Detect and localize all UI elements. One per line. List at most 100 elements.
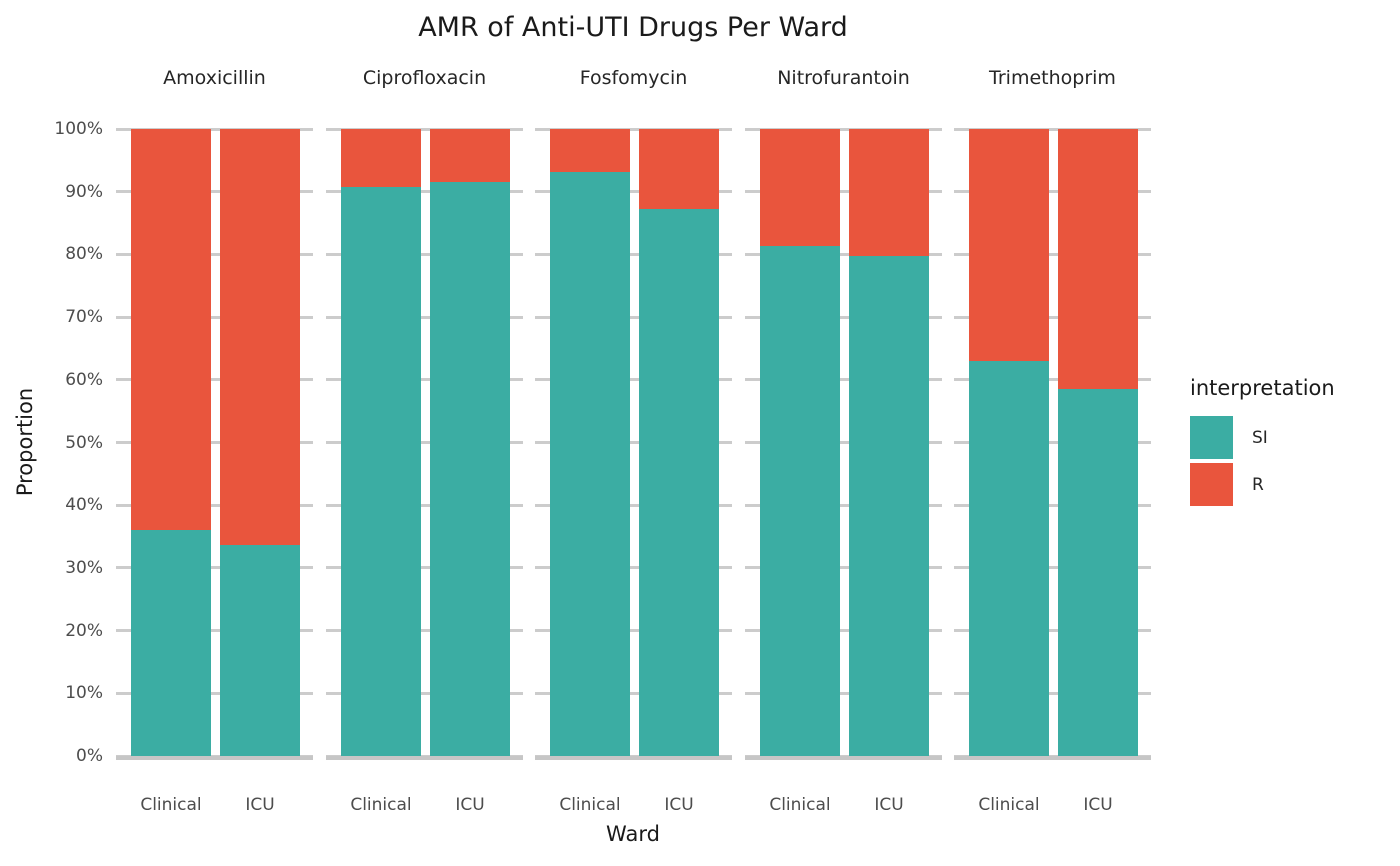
x-tick-label-clinical: Clinical <box>769 795 831 815</box>
segment-r <box>430 129 510 183</box>
axis-baseline <box>745 755 942 760</box>
y-tick-label-60pct: 60% <box>65 369 103 390</box>
y-tick-label-0pct: 0% <box>76 746 103 766</box>
gridline-80 <box>745 252 942 256</box>
y-tick-label-80pct: 80% <box>65 244 103 265</box>
legend-entries: SI R <box>1190 416 1335 506</box>
gridline-60 <box>745 378 942 382</box>
gridline-20 <box>954 629 1151 633</box>
gridline-40 <box>116 503 313 507</box>
gridline-70 <box>116 315 313 319</box>
segment-r <box>969 129 1049 361</box>
y-tick-label-20pct: 20% <box>65 620 103 641</box>
gridline-30 <box>326 566 523 570</box>
facet-panel-fosfomycin <box>535 127 732 760</box>
segment-si <box>849 255 929 756</box>
gridline-30 <box>116 566 313 570</box>
x-tick-label-icu: ICU <box>245 795 275 815</box>
bar-fosfomycin-clinical <box>550 129 630 756</box>
gridline-100 <box>326 127 523 131</box>
facet-panel-trimethoprim <box>954 127 1151 760</box>
facet-label-fosfomycin: Fosfomycin <box>579 67 688 89</box>
x-tick-label-icu: ICU <box>455 795 485 815</box>
y-tick-label-30pct: 30% <box>65 557 103 578</box>
gridline-30 <box>954 566 1151 570</box>
gridline-40 <box>954 503 1151 507</box>
facet-panel-ciprofloxacin <box>326 127 523 760</box>
y-tick-label-100pct: 100% <box>54 119 103 139</box>
gridline-20 <box>535 629 732 633</box>
y-tick-label-70pct: 70% <box>65 307 103 328</box>
legend-entry-si: SI <box>1190 416 1335 459</box>
segment-r <box>131 129 211 531</box>
gridline-90 <box>535 190 732 194</box>
gridline-20 <box>116 629 313 633</box>
gridline-80 <box>535 252 732 256</box>
bar-trimethoprim-icu <box>1058 129 1138 756</box>
gridline-50 <box>116 441 313 444</box>
axis-baseline <box>535 755 732 760</box>
gridline-90 <box>116 190 313 194</box>
gridline-10 <box>116 691 313 695</box>
gridline-90 <box>326 190 523 194</box>
gridline-100 <box>116 127 313 131</box>
gridline-40 <box>745 503 942 507</box>
facet-label-amoxicillin: Amoxicillin <box>163 67 266 89</box>
segment-si <box>1058 389 1138 756</box>
facet-label-nitrofurantoin: Nitrofurantoin <box>777 67 910 89</box>
chart-title: AMR of Anti-UTI Drugs Per Ward <box>418 12 848 43</box>
facet-panel-amoxicillin <box>116 127 313 760</box>
y-tick-label-90pct: 90% <box>65 181 103 202</box>
gridline-100 <box>745 127 942 131</box>
gridline-30 <box>745 566 942 570</box>
bar-nitrofurantoin-icu <box>849 129 929 756</box>
segment-si <box>969 360 1049 756</box>
gridline-50 <box>326 441 523 444</box>
gridline-80 <box>954 252 1151 256</box>
x-tick-label-icu: ICU <box>874 795 904 815</box>
legend: interpretation SI R <box>1190 376 1335 510</box>
bar-fosfomycin-icu <box>639 129 719 756</box>
bar-ciprofloxacin-clinical <box>341 129 421 756</box>
gridline-100 <box>535 127 732 131</box>
gridline-80 <box>116 252 313 256</box>
gridline-90 <box>954 190 1151 194</box>
legend-key-r <box>1190 463 1233 506</box>
x-tick-label-clinical: Clinical <box>559 795 621 815</box>
legend-key-si <box>1190 416 1233 459</box>
gridline-20 <box>745 629 942 633</box>
gridline-50 <box>954 441 1151 444</box>
x-tick-label-clinical: Clinical <box>978 795 1040 815</box>
x-tick-label-icu: ICU <box>1083 795 1113 815</box>
legend-entry-r: R <box>1190 463 1335 506</box>
gridline-10 <box>326 691 523 695</box>
segment-si <box>550 172 630 756</box>
y-tick-label-10pct: 10% <box>65 683 103 704</box>
gridline-10 <box>745 691 942 695</box>
y-tick-label-40pct: 40% <box>65 495 103 516</box>
gridline-70 <box>745 315 942 319</box>
gridline-60 <box>326 378 523 382</box>
gridline-90 <box>745 190 942 194</box>
segment-si <box>341 187 421 756</box>
legend-entry-label: R <box>1252 474 1264 495</box>
gridline-70 <box>954 315 1151 319</box>
legend-title: interpretation <box>1190 376 1335 400</box>
segment-r <box>1058 129 1138 390</box>
segment-si <box>220 544 300 756</box>
facet-panel-nitrofurantoin <box>745 127 942 760</box>
gridline-70 <box>326 315 523 319</box>
axis-baseline <box>954 755 1151 760</box>
bar-amoxicillin-clinical <box>131 129 211 756</box>
gridline-40 <box>535 503 732 507</box>
bar-amoxicillin-icu <box>220 129 300 756</box>
gridline-40 <box>326 503 523 507</box>
x-tick-label-clinical: Clinical <box>350 795 412 815</box>
x-tick-label-clinical: Clinical <box>140 795 202 815</box>
axis-baseline <box>116 755 313 760</box>
gridline-60 <box>954 378 1151 382</box>
gridline-30 <box>535 566 732 570</box>
gridline-60 <box>116 378 313 382</box>
gridline-100 <box>954 127 1151 131</box>
gridline-10 <box>954 691 1151 695</box>
